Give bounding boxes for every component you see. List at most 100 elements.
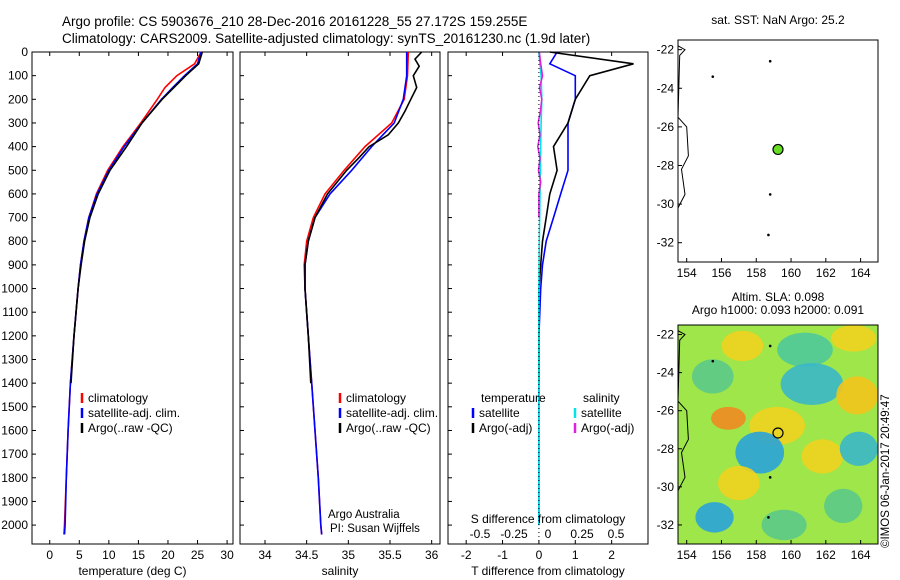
- sst_map-ytick-label: -32: [657, 236, 675, 250]
- sla_map-xtick-label: 160: [781, 548, 801, 562]
- temperature-ytick-label: 500: [8, 163, 28, 177]
- salinity-axes-frame: [239, 51, 441, 545]
- temperature-ytick-label: 1200: [1, 329, 28, 343]
- temperature-ytick-label: 300: [8, 116, 28, 130]
- sla_map-anomaly-blob: [711, 406, 746, 430]
- difference-xtick-label: 1: [572, 548, 579, 562]
- sla_map-island: [768, 476, 772, 479]
- difference-xtick-label: -1: [497, 548, 508, 562]
- difference-xtick2-label: 0: [545, 527, 552, 541]
- sst_map-xtick-label: 164: [851, 266, 871, 280]
- salinity-xtick-label: 36: [425, 548, 439, 562]
- sla_map-anomaly-blob: [831, 325, 877, 352]
- sla_map-anomaly-blob: [735, 431, 785, 474]
- temperature-ytick-label: 1500: [1, 400, 28, 414]
- difference-xtick2-label: 0.5: [608, 527, 625, 541]
- temperature-xtick-label: 5: [76, 548, 83, 562]
- temperature-ytick-label: 1800: [1, 471, 28, 485]
- salinity-xtick-label: 35: [342, 548, 356, 562]
- difference-xtick2-label: -0.25: [500, 527, 528, 541]
- difference-xtick2-label: -0.5: [470, 527, 491, 541]
- sst_map-ytick-label: -26: [657, 120, 675, 134]
- salinity-xtick-label: 35.5: [378, 548, 402, 562]
- sla_map-argo-location: [772, 427, 784, 439]
- temperature-xtick-label: 20: [161, 548, 175, 562]
- difference-series-0: [538, 51, 577, 526]
- difference-legend-label: satellite: [479, 406, 520, 420]
- sla_map-anomaly-blob: [780, 363, 844, 405]
- sla_map-island: [711, 359, 715, 363]
- salinity-legend-label: climatology: [346, 391, 406, 405]
- sla_map-ytick-label: -22: [657, 328, 675, 342]
- salinity-xlabel: salinity: [322, 564, 359, 578]
- salinity-legend-label: satellite-adj. clim.: [346, 406, 438, 420]
- sst_map-xtick-label: 160: [781, 266, 801, 280]
- temperature-ytick-label: 1600: [1, 423, 28, 437]
- sla_map-island: [767, 516, 770, 519]
- temperature-xlabel: temperature (deg C): [78, 564, 186, 578]
- temperature-xtick-label: 30: [220, 548, 234, 562]
- difference-xtick-label: -2: [461, 548, 472, 562]
- sla_map-anomaly-blob: [801, 439, 844, 474]
- temperature-ytick-label: 600: [8, 187, 28, 201]
- temperature-ytick-label: 1300: [1, 353, 28, 367]
- sla_map-anomaly-blob: [824, 488, 863, 524]
- difference-xtick-label: 0: [536, 548, 543, 562]
- difference-xtick2-label: 0.25: [570, 527, 594, 541]
- temperature-ytick-label: 1000: [1, 282, 28, 296]
- temperature-series-2: [70, 51, 204, 384]
- sst_map-axes-frame: [677, 39, 879, 263]
- salinity-xtick-label: 34.5: [295, 548, 319, 562]
- sla_map-anomaly-blob: [721, 330, 764, 362]
- sla_map-ytick-label: -30: [657, 480, 675, 494]
- sst_map-xtick-label: 158: [746, 266, 766, 280]
- sla_map-anomaly-blob: [777, 332, 833, 367]
- temperature-xtick-label: 25: [191, 548, 205, 562]
- sst_map-xtick-label: 156: [711, 266, 731, 280]
- temperature-ytick-label: 200: [8, 92, 28, 106]
- chart-title-line1: Argo profile: CS 5903676_210 28-Dec-2016…: [62, 14, 528, 29]
- temperature-legend-label: climatology: [88, 391, 148, 405]
- salinity-xtick-label: 34: [258, 548, 272, 562]
- sst_map-xtick-label: 162: [816, 266, 836, 280]
- temperature-ytick-label: 1100: [2, 305, 28, 319]
- sla_map-ytick-label: -26: [657, 404, 675, 418]
- sla_map-ytick-label: -28: [657, 442, 675, 456]
- sla_map-coastline: [677, 330, 689, 491]
- difference-legend-label: satellite: [581, 406, 622, 420]
- sst_map-ytick-label: -24: [657, 81, 675, 95]
- sst_map-xtick-label: 154: [677, 266, 697, 280]
- difference-legend-title-salinity: salinity: [583, 391, 620, 405]
- difference-xtick-label: 2: [608, 548, 615, 562]
- sla_map-axes-frame: [677, 324, 879, 545]
- sla-map-title: Altim. SLA: 0.098: [732, 290, 825, 304]
- temperature-ytick-label: 2000: [1, 518, 28, 532]
- temperature-xtick-label: 10: [102, 548, 116, 562]
- sla_map-xtick-label: 158: [746, 548, 766, 562]
- temperature-xtick-label: 0: [46, 548, 53, 562]
- temperature-series-1: [63, 51, 202, 535]
- sla_map-ytick-label: -32: [657, 518, 675, 532]
- difference-legend-label: Argo(-adj): [479, 421, 532, 435]
- temperature-ytick-label: 900: [8, 258, 28, 272]
- sst_map-island: [768, 59, 772, 63]
- temperature-ytick-label: 1700: [1, 447, 28, 461]
- sst-map-title: sat. SST: NaN Argo: 25.2: [711, 13, 845, 27]
- sst_map-ytick-label: -30: [657, 197, 675, 211]
- sst_map-ytick-label: -22: [657, 43, 675, 57]
- temperature-xtick-label: 15: [132, 548, 146, 562]
- salinity-annotation-line2: PI: Susan Wijffels: [330, 523, 420, 535]
- sst_map-ytick-label: -28: [657, 158, 675, 172]
- temperature-series-0: [63, 51, 202, 535]
- sla_map-xtick-label: 154: [677, 548, 697, 562]
- copyright-label: ©IMOS 06-Jan-2017 20:49:47: [880, 394, 892, 548]
- sst_map-island: [768, 193, 772, 196]
- sst_map-coastline: [677, 45, 689, 209]
- sla_map-ytick-label: -24: [657, 366, 675, 380]
- sla_map-anomaly-blob: [691, 359, 734, 394]
- temperature-legend-label: satellite-adj. clim.: [88, 406, 180, 420]
- sla_map-xtick-label: 164: [851, 548, 871, 562]
- chart-title-line2: Climatology: CARS2009. Satellite-adjuste…: [62, 31, 591, 46]
- temperature-ytick-label: 1400: [1, 376, 28, 390]
